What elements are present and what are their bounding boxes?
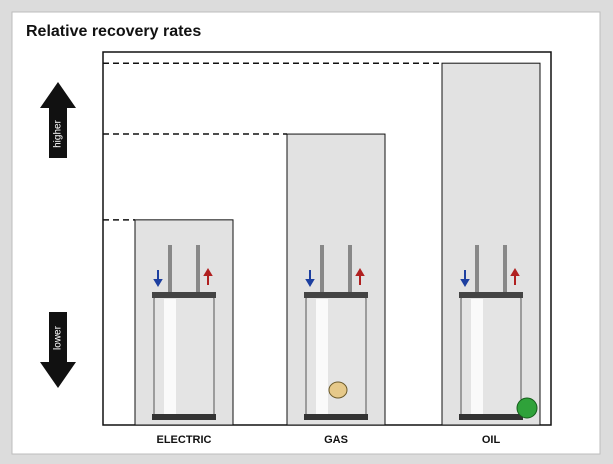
category-label: GAS — [324, 434, 348, 446]
tank-shine — [471, 299, 483, 414]
tank-base — [304, 414, 368, 420]
gas-valve — [329, 382, 347, 398]
chart: Relative recovery rates higher lower ELE… — [0, 0, 613, 464]
chart-title: Relative recovery rates — [26, 23, 201, 40]
burner — [517, 398, 537, 418]
lower-label: lower — [53, 325, 64, 350]
tank — [461, 295, 521, 418]
tank — [306, 295, 366, 418]
tank-top — [304, 292, 368, 298]
category-label: OIL — [482, 434, 501, 446]
tank-shine — [164, 299, 176, 414]
category-label: ELECTRIC — [157, 434, 212, 446]
tank-base — [152, 414, 216, 420]
tank-base — [459, 414, 523, 420]
tank-top — [152, 292, 216, 298]
tank-shine — [316, 299, 328, 414]
tank — [154, 295, 214, 418]
tank-top — [459, 292, 523, 298]
page: Relative recovery rates higher lower ELE… — [0, 0, 613, 464]
higher-label: higher — [53, 119, 64, 147]
